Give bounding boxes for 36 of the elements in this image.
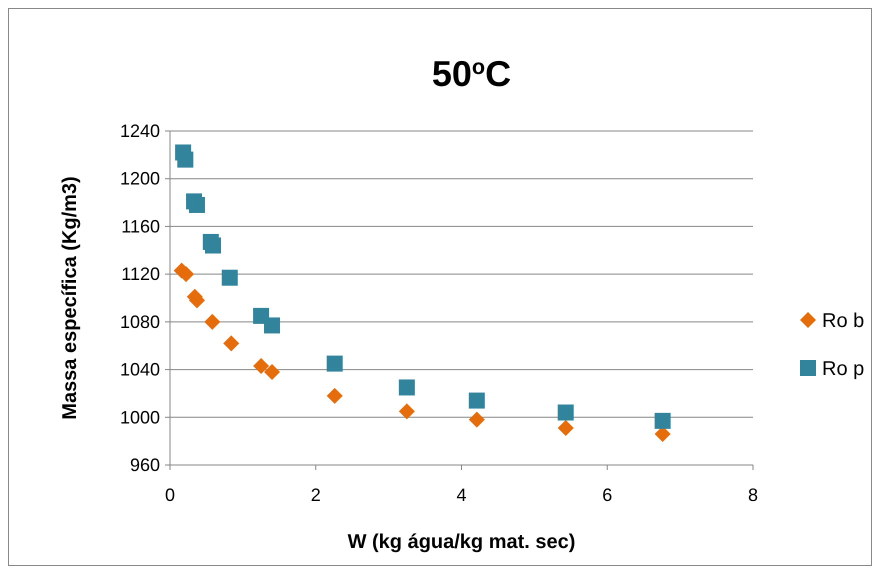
point (222, 270, 238, 286)
point (326, 388, 343, 404)
x-tick-label: 6 (602, 485, 612, 505)
y-tick-label: 1040 (120, 360, 160, 380)
point (326, 356, 343, 372)
point (558, 420, 574, 436)
y-tick-label: 1160 (121, 216, 160, 236)
point (188, 196, 205, 213)
y-axis-title: Massa específica (Kg/m3) (59, 176, 81, 420)
chart-title: 50$^{o}$C (432, 53, 512, 94)
y-tick-label: 1240 (120, 121, 160, 141)
point (264, 364, 280, 380)
point (223, 335, 240, 352)
legend-label: Ro b (822, 310, 864, 332)
legend-label: Ro p (822, 358, 864, 380)
point (558, 404, 574, 421)
point (204, 314, 220, 330)
y-tick-label: 1120 (121, 264, 160, 284)
point (253, 358, 270, 374)
y-tick-label: 1000 (120, 407, 160, 428)
x-tick-label: 0 (164, 485, 176, 505)
y-tick-label: 1200 (120, 168, 160, 189)
x-tick-label: 2 (310, 485, 321, 505)
point (264, 317, 280, 334)
x-axis-title: W (kg água/kg mat. sec) (348, 531, 576, 553)
point (177, 152, 194, 168)
x-tick-label: 4 (456, 485, 467, 505)
point (398, 403, 415, 420)
point (654, 412, 671, 429)
y-tick-label: 960 (130, 455, 160, 475)
point (398, 379, 415, 396)
point (204, 238, 221, 254)
x-tick-label: 8 (748, 485, 758, 505)
point (468, 392, 485, 409)
y-tick-label: 1080 (120, 312, 160, 332)
point (468, 412, 485, 428)
